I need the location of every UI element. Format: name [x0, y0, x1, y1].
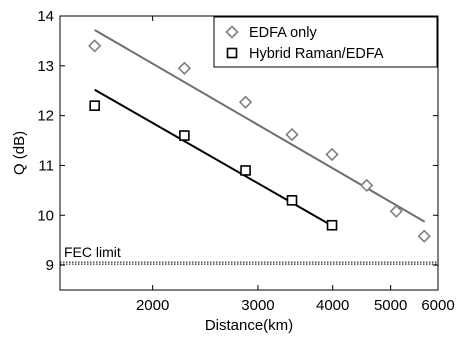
series-0-point	[177, 61, 192, 75]
y-tick-label: 9	[46, 257, 54, 274]
x-axis-label: Distance(km)	[205, 317, 293, 334]
y-tick-label: 14	[37, 8, 54, 25]
y-axis-label: Q (dB)	[11, 131, 28, 175]
legend-label-0: EDFA only	[249, 25, 317, 41]
series-0-point	[325, 147, 339, 162]
series-0-point	[360, 178, 374, 193]
legend: EDFA only Hybrid Raman/EDFA	[213, 16, 438, 68]
series-0-point	[238, 95, 253, 109]
series-0-point	[417, 229, 431, 243]
series-1-point	[89, 100, 100, 111]
series-1-point	[240, 165, 251, 176]
y-tick-label: 11	[38, 157, 54, 174]
plot-frame	[59, 15, 439, 291]
series-0-point	[389, 204, 403, 218]
x-tick-label: 4000	[316, 297, 349, 314]
legend-box	[213, 16, 438, 68]
series-0-fit-line	[94, 29, 426, 223]
x-tick-label: 6000	[421, 297, 454, 314]
axes: 9 10 11 12 13 14 2000 3000 4000 5000 6000 Distance(…	[11, 8, 455, 334]
legend-marker-1	[226, 47, 238, 59]
y-tick-label: 10	[37, 207, 54, 224]
y-tick-label: 13	[37, 58, 54, 75]
series-1-point	[179, 130, 190, 141]
x-tick-label: 2000	[136, 297, 169, 314]
series-0-point	[285, 127, 299, 142]
legend-label-1: Hybrid Raman/EDFA	[249, 46, 384, 62]
legend-marker-0	[225, 25, 239, 39]
x-tick-label: 5000	[374, 297, 407, 314]
series-1-point	[326, 219, 338, 231]
plot-content: FEC limit	[60, 29, 438, 265]
y-tick-label: 12	[37, 108, 54, 125]
series-0-point	[88, 39, 102, 53]
series-1-point	[286, 195, 298, 206]
x-tick-label: 3000	[241, 297, 274, 314]
fec-limit-label: FEC limit	[64, 244, 121, 260]
